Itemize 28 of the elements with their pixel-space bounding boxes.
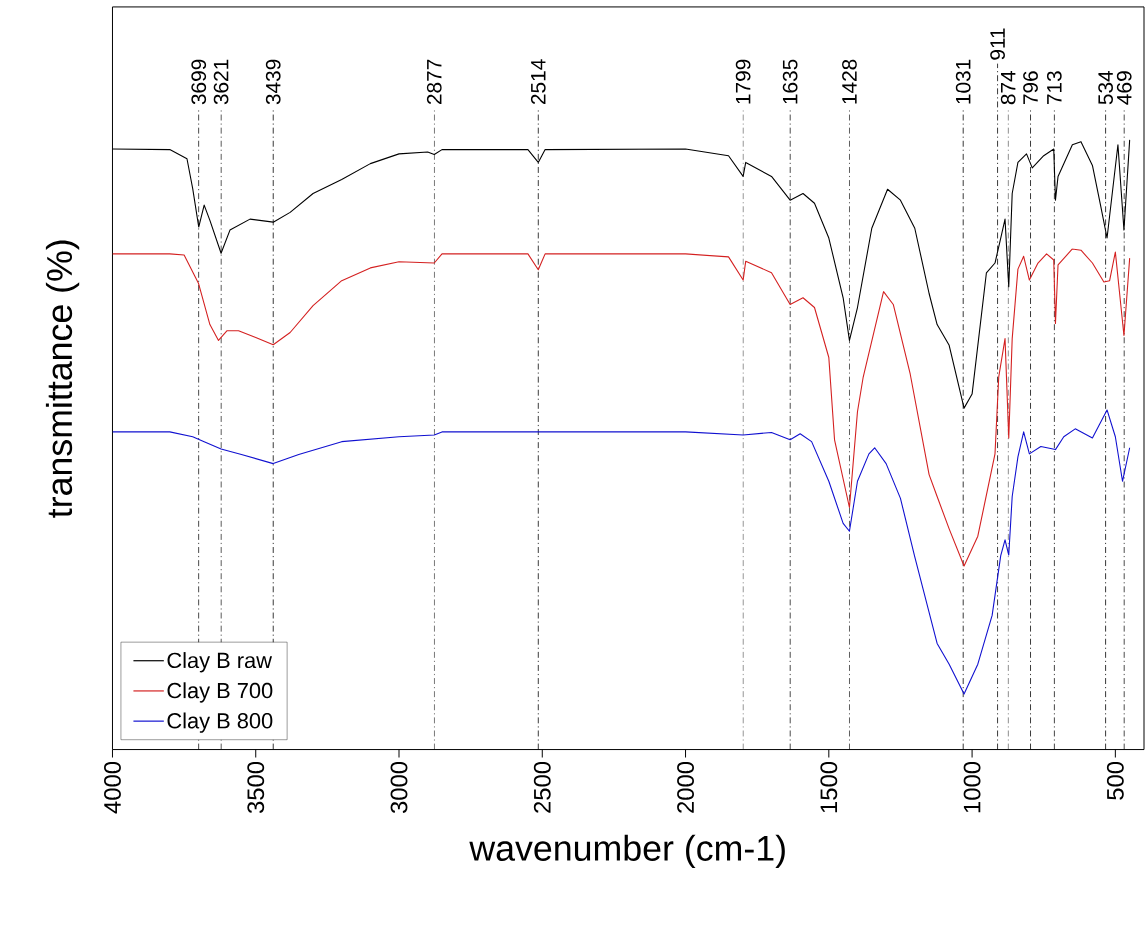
x-tick-label: 3000 (390, 761, 408, 813)
ref-line-label: 2877 (426, 59, 442, 104)
x-tick-label: 4000 (104, 761, 121, 814)
ref-line-label: 713 (1046, 71, 1062, 104)
x-tick-label: 500 (1106, 761, 1124, 800)
legend-label: Clay B 700 (167, 682, 273, 703)
ref-line-label: 796 (1023, 71, 1038, 104)
ref-line-label: 534 (1098, 70, 1113, 105)
ref-line-label: 2514 (530, 59, 546, 104)
ref-line-label: 469 (1116, 71, 1132, 105)
ref-line-label: 1428 (842, 59, 857, 104)
ref-line-label: 3621 (213, 59, 229, 105)
x-axis-title: wavenumber (cm-1) (469, 834, 785, 868)
x-tick-label: 2000 (677, 761, 694, 813)
ref-line-label: 3439 (265, 59, 281, 105)
ref-line-label: 1031 (955, 59, 971, 104)
x-tick-label: 1500 (820, 761, 838, 813)
ref-line-label: 1799 (735, 59, 751, 104)
ref-line-label: 3699 (191, 59, 207, 105)
y-axis-title: transmittance (%) (45, 240, 80, 518)
ref-line-label: 1635 (782, 59, 798, 104)
x-tick-label: 1000 (963, 761, 981, 813)
legend-label: Clay B 800 (167, 712, 273, 733)
x-tick-label: 2500 (533, 761, 551, 813)
ref-line-label: 911 (990, 28, 1005, 60)
ref-line-label: 874 (1000, 70, 1016, 105)
legend-label: Clay B raw (167, 651, 273, 673)
x-tick-label: 3500 (247, 761, 265, 813)
